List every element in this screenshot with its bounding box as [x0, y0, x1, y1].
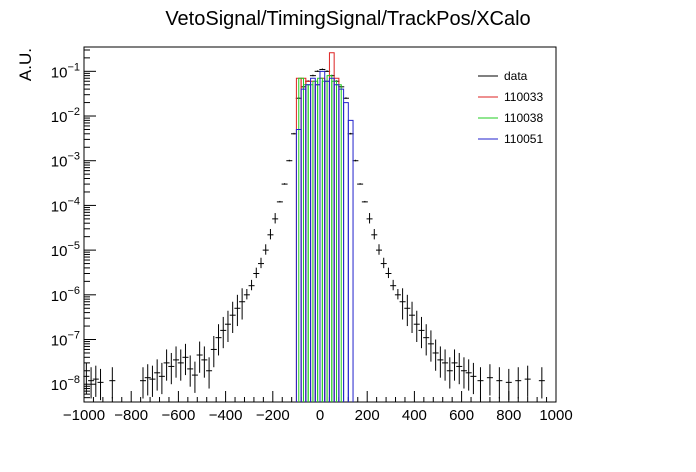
y-tick-label: 10−8 — [51, 374, 80, 394]
y-axis-label: A.U. — [16, 48, 35, 81]
y-tick-exponent: −6 — [67, 285, 80, 297]
legend-entry: 110038 — [504, 111, 543, 125]
legend-entry: 110051 — [504, 132, 543, 146]
legend-entry: 110033 — [504, 90, 543, 104]
x-tick-label: −200 — [256, 407, 290, 424]
x-tick-label: 0 — [316, 407, 324, 424]
x-tick-label: 200 — [355, 407, 380, 424]
y-tick-base: 10 — [51, 288, 68, 305]
x-tick-label: 600 — [449, 407, 474, 424]
y-tick-exponent: −1 — [67, 61, 80, 73]
y-tick-base: 10 — [51, 333, 68, 350]
x-tick-label: 400 — [402, 407, 427, 424]
y-tick-label: 10−3 — [51, 151, 80, 171]
y-tick-exponent: −4 — [67, 195, 80, 207]
y-tick-base: 10 — [51, 198, 68, 215]
y-tick-base: 10 — [51, 154, 68, 171]
hist-bin-110051 — [343, 102, 349, 402]
y-tick-base: 10 — [51, 243, 68, 260]
y-tick-label: 10−7 — [51, 330, 80, 350]
y-tick-exponent: −5 — [67, 240, 80, 252]
y-tick-label: 10−2 — [51, 106, 80, 126]
x-tick-label: −600 — [162, 407, 196, 424]
y-tick-exponent: −3 — [67, 151, 80, 163]
y-tick-label: 10−6 — [51, 285, 80, 305]
y-tick-exponent: −8 — [67, 374, 80, 386]
y-tick-exponent: −2 — [67, 106, 80, 118]
hist-bin-110051 — [347, 119, 354, 402]
y-tick-base: 10 — [51, 377, 68, 394]
y-tick-exponent: −7 — [67, 330, 80, 342]
x-tick-label: −1000 — [63, 407, 105, 424]
y-tick-base: 10 — [51, 109, 68, 126]
x-tick-label: −400 — [209, 407, 243, 424]
plot-area: −1000 −800 −600 −400 −200 0 200 400 600 800 1000 10… — [51, 46, 573, 424]
chart-title: VetoSignal/TimingSignal/TrackPos/XCalo — [165, 8, 530, 30]
legend-entry: data — [504, 69, 528, 83]
x-tick-label: 800 — [496, 407, 521, 424]
x-tick-label: −800 — [114, 407, 148, 424]
y-tick-base: 10 — [51, 64, 68, 81]
y-tick-label: 10−4 — [51, 195, 80, 215]
y-tick-label: 10−1 — [51, 61, 80, 81]
y-tick-label: 10−5 — [51, 240, 80, 260]
x-tick-label: 1000 — [539, 407, 572, 424]
